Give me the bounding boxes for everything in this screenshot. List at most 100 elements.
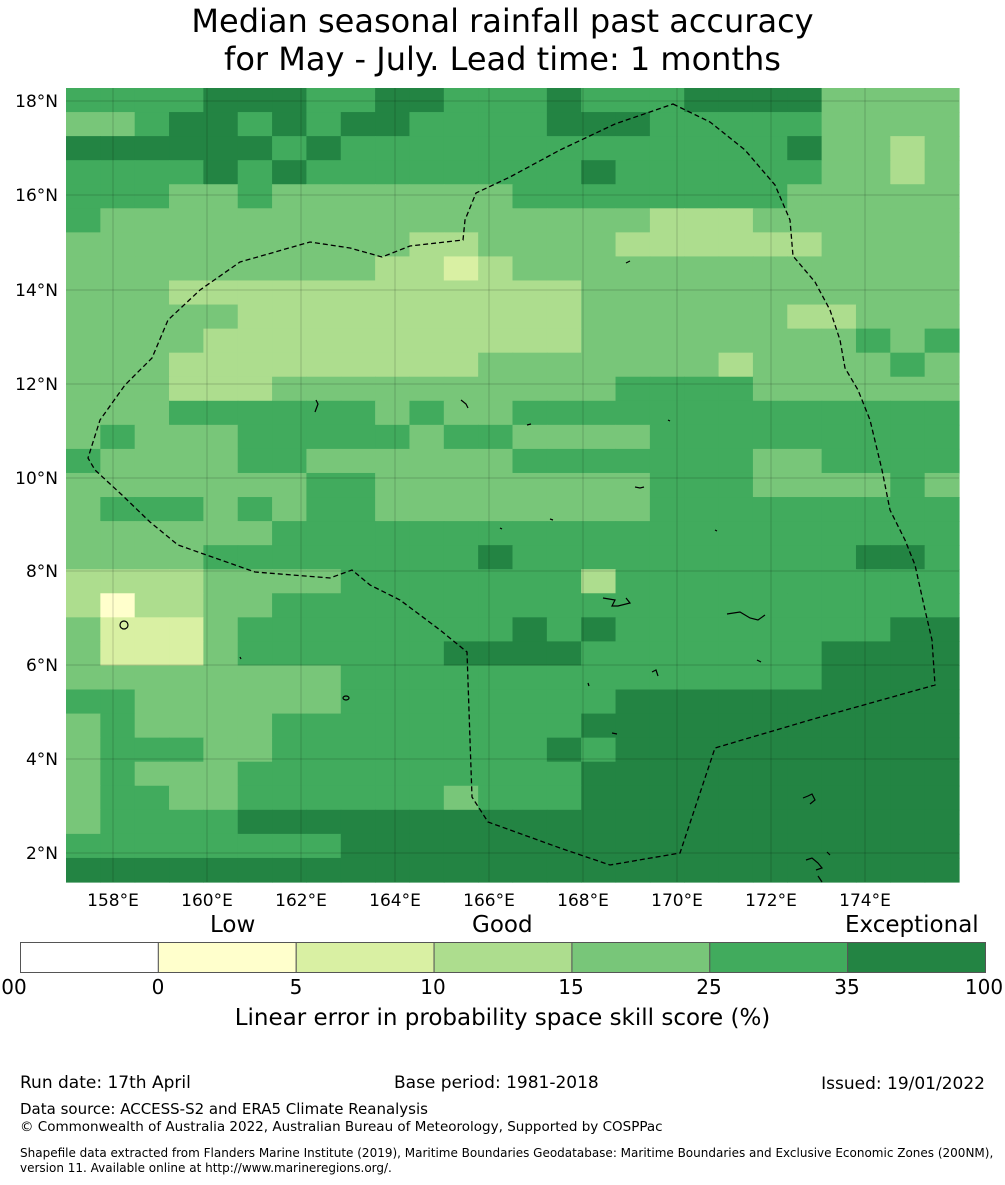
grid-cell [478, 304, 514, 330]
grid-cell [134, 280, 170, 306]
grid-cell [375, 833, 411, 859]
grid-cell [203, 617, 239, 642]
grid-cell [409, 280, 445, 306]
grid-cell [512, 352, 548, 378]
grid-cell [306, 136, 342, 161]
grid-cell [306, 737, 342, 763]
grid-cell [66, 304, 101, 330]
grid-cell [306, 472, 342, 498]
grid-cell [718, 376, 754, 402]
grid-cell [512, 545, 548, 570]
grid-cell [272, 569, 308, 594]
grid-cell [134, 689, 170, 715]
grid-cell [924, 160, 960, 185]
grid-cell [924, 737, 960, 763]
grid-cell [478, 809, 514, 835]
grid-cell [615, 545, 651, 570]
grid-cell [478, 136, 514, 161]
grid-cell [443, 665, 479, 691]
grid-cell [100, 472, 136, 498]
grid-cell [752, 376, 788, 402]
grid-cell [924, 352, 960, 378]
grid-cell [272, 184, 308, 209]
grid-cell [615, 280, 651, 306]
grid-cell [684, 521, 720, 546]
grid-cell [684, 593, 720, 618]
grid-cell [546, 857, 582, 883]
grid-cell [821, 689, 857, 715]
rainfall-skill-map: 158°E 160°E 162°E 164°E 166°E 168°E 170°E 172°E… [15, 88, 960, 911]
island [634, 486, 645, 489]
grid-cell [272, 136, 308, 161]
title-line-1: Median seasonal rainfall past accuracy [191, 2, 814, 40]
grid-cell [375, 737, 411, 763]
grid-cell [272, 208, 308, 233]
grid-cell [787, 665, 823, 691]
grid-cell [512, 785, 548, 811]
grid-cell [512, 424, 548, 450]
grid-cell [546, 761, 582, 787]
grid-cell [718, 569, 754, 594]
grid-cell [615, 328, 651, 354]
run-date: Run date: 17th April [20, 1073, 191, 1093]
grid-cell [443, 400, 479, 426]
grid-cell [100, 809, 136, 835]
grid-cell [443, 641, 479, 667]
grid-cell [787, 184, 823, 209]
grid-cell [890, 521, 926, 546]
grid-cell [237, 400, 273, 426]
grid-cell [478, 641, 514, 667]
grid-cell [581, 448, 617, 474]
grid-cell [169, 352, 204, 378]
grid-cell [581, 352, 617, 378]
grid-cell [615, 641, 651, 667]
grid-cell [340, 400, 376, 426]
grid-cell [855, 328, 891, 354]
grid-cell [581, 857, 617, 883]
grid-cell [340, 160, 376, 185]
grid-cell [855, 352, 891, 378]
grid-cell [409, 593, 445, 618]
grid-cell [478, 545, 514, 570]
grid-cell [340, 857, 376, 883]
grid-cell [752, 545, 788, 570]
grid-cell [66, 352, 101, 378]
grid-cell [66, 88, 101, 113]
grid-cell [546, 472, 582, 498]
colorbar-tick: 35 [834, 975, 860, 999]
grid-cell [684, 857, 720, 883]
grid-cell [512, 593, 548, 618]
grid-cell [169, 809, 204, 835]
grid-cell [100, 400, 136, 426]
grid-cell [890, 184, 926, 209]
grid-cell [409, 376, 445, 402]
grid-cell [203, 761, 239, 787]
grid-cell [684, 328, 720, 354]
grid-cell [409, 304, 445, 330]
colorbar-tick: 25 [696, 975, 722, 999]
grid-cell [306, 376, 342, 402]
grid-cell [237, 809, 273, 835]
grid-cell [66, 184, 101, 209]
grid-cell [615, 713, 651, 739]
grid-cell [718, 208, 754, 233]
grid-cell [752, 617, 788, 642]
grid-cell [100, 448, 136, 474]
grid-cell [203, 785, 239, 811]
grid-cell [340, 545, 376, 570]
grid-cell [684, 569, 720, 594]
grid-cell [66, 280, 101, 306]
grid-cell [684, 617, 720, 642]
grid-cell [787, 208, 823, 233]
grid-cell [375, 256, 411, 282]
grid-cell [855, 448, 891, 474]
grid-cell [924, 328, 960, 354]
grid-cell [169, 376, 204, 402]
grid-cell [787, 737, 823, 763]
longitude-labels: 158°E 160°E 162°E 164°E 166°E 168°E 170°E 172°E… [87, 891, 891, 911]
grid-cell [237, 472, 273, 498]
grid-cell [478, 785, 514, 811]
grid-cell [684, 280, 720, 306]
colorbar-tick: -100 [0, 975, 27, 999]
grid-cell [752, 737, 788, 763]
